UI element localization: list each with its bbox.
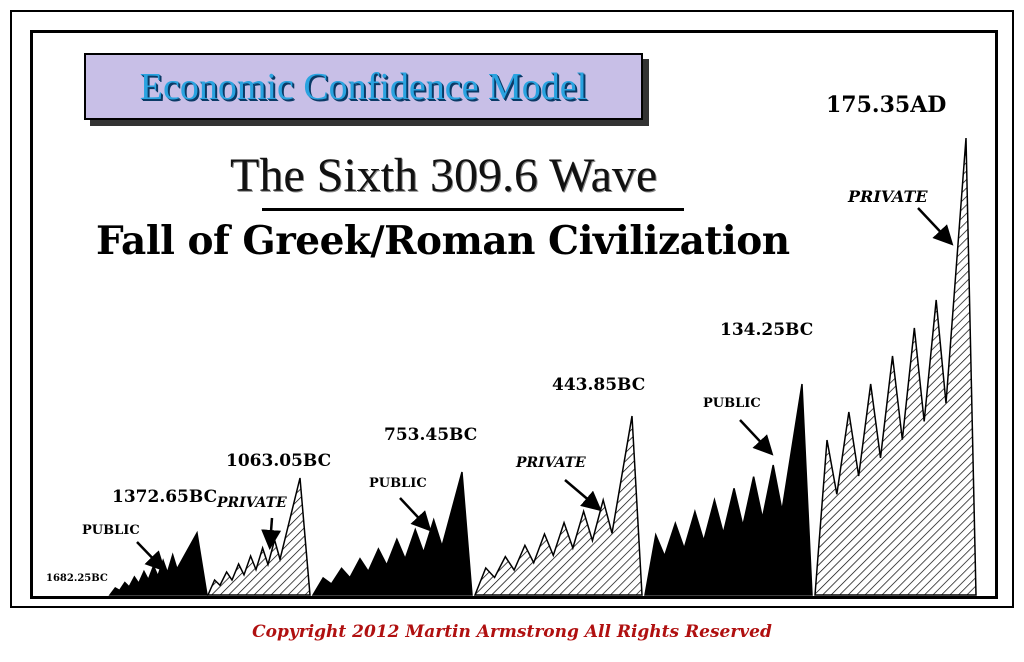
wave-public-2: [311, 471, 473, 596]
wave-public-3: [644, 383, 813, 596]
peak-label-4: 443.85BC: [552, 375, 646, 395]
outer-frame: [10, 10, 1014, 608]
wave-private-3: [814, 137, 977, 596]
wave-private-1: [206, 477, 311, 596]
arrow-icon: [564, 479, 602, 512]
inner-frame: [30, 30, 998, 599]
peak-label-2: 1063.05BC: [226, 451, 332, 471]
phase-label-public-2: PUBLIC: [369, 476, 427, 491]
arrow-icon: [136, 541, 166, 572]
page-title: The Sixth 309.6 Wave: [230, 149, 658, 202]
peak-label-6: 175.35AD: [826, 92, 947, 118]
arrow-icon: [399, 497, 432, 532]
wave-private-2: [473, 415, 643, 596]
peak-label-3: 753.45BC: [384, 425, 478, 445]
phase-label-private-3: PRIVATE: [848, 187, 928, 206]
copyright-notice: Copyright 2012 Martin Armstrong All Righ…: [252, 622, 772, 642]
arrow-icon: [261, 517, 282, 550]
start-label: 1682.25BC: [46, 573, 108, 584]
peak-label-1: 1372.65BC: [112, 487, 218, 507]
phase-label-private-1: PRIVATE: [217, 495, 287, 511]
phase-label-private-2: PRIVATE: [516, 455, 586, 471]
arrow-icon: [739, 419, 774, 456]
badge-text: Economic Confidence Model: [139, 65, 588, 108]
title-divider: [262, 208, 684, 211]
page-subtitle: Fall of Greek/Roman Civilization: [96, 218, 790, 264]
arrow-icon: [917, 207, 954, 246]
model-badge: Economic Confidence Model: [84, 53, 643, 120]
phase-label-public-1: PUBLIC: [82, 523, 140, 538]
peak-label-5: 134.25BC: [720, 320, 814, 340]
wave-public-1: [108, 530, 208, 596]
phase-label-public-3: PUBLIC: [703, 396, 761, 411]
